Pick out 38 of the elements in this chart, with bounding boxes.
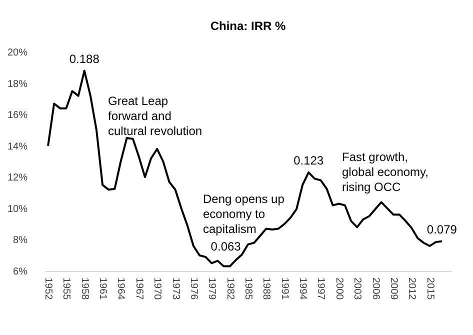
annotation: Deng opens up economy to capitalism <box>203 192 285 236</box>
x-tick-label: 2006 <box>370 278 381 300</box>
y-tick-label: 8% <box>13 235 28 246</box>
x-tick-label: 1994 <box>297 278 308 300</box>
chart-title: China: IRR % <box>210 19 286 33</box>
x-tick-label: 1955 <box>60 278 72 300</box>
x-tick-label: 1973 <box>170 278 181 300</box>
x-tick-label: 1961 <box>97 278 108 300</box>
x-tick-label: 1991 <box>278 278 290 300</box>
x-tick-label: 2015 <box>424 278 436 300</box>
x-tick-label: 2000 <box>333 278 344 300</box>
y-tick-label: 20% <box>7 48 28 58</box>
x-tick-label: 1958 <box>78 278 90 300</box>
x-tick-label: 1988 <box>260 278 272 300</box>
x-tick-label: 1982 <box>224 278 236 300</box>
x-tick-label: 1952 <box>42 278 54 300</box>
y-tick-label: 6% <box>13 266 28 278</box>
annotation: Great Leap forward and cultural revolution <box>108 94 202 138</box>
y-tick-label: 10% <box>7 204 28 215</box>
x-tick-label: 1997 <box>315 278 326 300</box>
x-tick-label: 1967 <box>133 278 144 300</box>
x-tick-label: 2009 <box>388 278 399 300</box>
y-tick-label: 18% <box>7 78 28 90</box>
annotation: 0.123 <box>294 153 324 168</box>
x-tick-label: 1979 <box>206 278 218 300</box>
annotation: 0.063 <box>210 239 242 254</box>
x-tick-label: 2012 <box>406 278 418 300</box>
y-tick-label: 14% <box>7 141 28 152</box>
annotation: 0.079 <box>426 222 458 236</box>
x-tick-label: 1976 <box>188 278 199 300</box>
x-tick-label: 1970 <box>152 278 163 300</box>
x-tick-label: 2003 <box>352 278 363 300</box>
x-tick-label: 1985 <box>242 278 254 300</box>
y-tick-label: 12% <box>7 172 28 184</box>
annotation: 0.188 <box>69 52 100 66</box>
x-tick-label: 1964 <box>115 278 126 300</box>
annotation: Fast growth, global economy, rising OCC <box>342 150 428 194</box>
y-tick-label: 16% <box>7 110 28 122</box>
